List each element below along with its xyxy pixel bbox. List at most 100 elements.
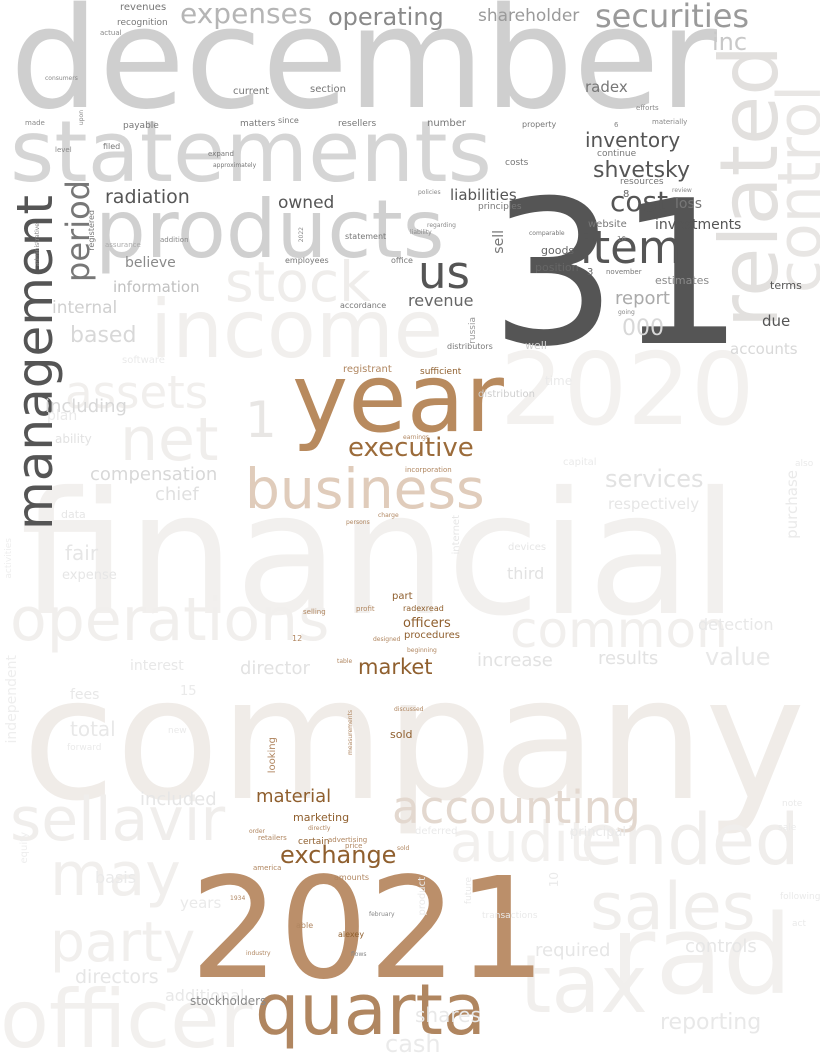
cloud-word: purchase: [783, 470, 801, 539]
cloud-word: administrative: [34, 223, 41, 267]
cloud-word: revenues: [120, 2, 167, 13]
cloud-word: estimates: [655, 274, 710, 287]
cloud-word: radex: [585, 78, 628, 96]
cloud-word: order: [249, 828, 265, 835]
cloud-word: assurance: [105, 241, 141, 249]
cloud-word: net: [120, 405, 219, 475]
cloud-word: november: [606, 268, 642, 276]
cloud-word: internet: [451, 515, 462, 555]
cloud-word: 000: [622, 316, 664, 341]
cloud-word: goods: [541, 244, 575, 257]
cloud-word: flows: [351, 951, 367, 958]
cloud-word: regarding: [427, 222, 456, 229]
cloud-word: 15: [180, 684, 197, 699]
cloud-word: following: [780, 892, 820, 902]
cloud-word: statements: [10, 103, 492, 202]
cloud-word: deferred: [415, 826, 458, 837]
cloud-word: resources: [620, 177, 664, 187]
cloud-word: resellers: [338, 119, 377, 129]
cloud-word: director: [240, 658, 310, 679]
cloud-word: increase: [477, 650, 553, 671]
cloud-word: 10: [547, 872, 561, 888]
cloud-word: america: [253, 864, 282, 872]
cloud-word: respectively: [608, 495, 700, 513]
cloud-word: well: [525, 339, 547, 352]
cloud-word: directors: [75, 966, 159, 988]
cloud-word: note: [782, 799, 803, 809]
cloud-word: income: [150, 283, 444, 376]
cloud-word: report: [615, 288, 670, 309]
cloud-word: plan: [47, 408, 78, 424]
cloud-word: based: [70, 323, 137, 348]
cloud-word: alexey: [338, 930, 365, 939]
cloud-word: 1934: [230, 895, 246, 902]
cloud-word: policies: [418, 189, 441, 196]
cloud-word: common: [510, 601, 728, 659]
cloud-word: retailers: [258, 834, 287, 842]
cloud-word: position: [535, 261, 579, 274]
cloud-word: transactions: [482, 911, 538, 921]
cloud-word: time: [545, 374, 573, 388]
cloud-word: sale: [778, 823, 797, 833]
cloud-word: radexread: [403, 604, 444, 613]
cloud-word: detection: [698, 615, 774, 634]
cloud-word: expense: [62, 568, 117, 583]
cloud-word: beginning: [407, 647, 437, 654]
cloud-word: discussed: [394, 706, 424, 713]
cloud-word: property: [522, 120, 557, 129]
cloud-word: products: [95, 183, 445, 276]
cloud-word: principles: [478, 202, 522, 212]
cloud-word: cost: [610, 185, 669, 218]
cloud-word: sell: [491, 230, 507, 254]
cloud-word: costs: [505, 158, 529, 168]
cloud-word: office: [391, 256, 413, 265]
cloud-word: shvetsky: [593, 158, 691, 183]
cloud-word: earnings: [403, 434, 429, 441]
cloud-word: measurements: [347, 710, 354, 755]
cloud-word: approximately: [213, 162, 257, 169]
cloud-word: market: [358, 655, 433, 679]
cloud-word: information: [113, 278, 200, 296]
cloud-word: consumers: [45, 75, 78, 82]
cloud-word: payable: [123, 121, 159, 131]
cloud-word: tax: [520, 938, 648, 1031]
cloud-word: sold: [390, 728, 413, 741]
cloud-word: devices: [508, 542, 547, 553]
cloud-word: revenue: [408, 291, 474, 310]
cloud-word: industry: [246, 950, 271, 957]
cloud-word: cash: [385, 1030, 441, 1058]
cloud-word: 8: [623, 189, 630, 200]
cloud-word: compensation: [90, 464, 218, 485]
cloud-word: control: [765, 85, 820, 293]
cloud-word: registrant: [343, 364, 392, 375]
cloud-word: review: [672, 187, 692, 194]
cloud-word: website: [588, 219, 627, 230]
cloud-word: material: [256, 786, 332, 807]
cloud-word: 3: [587, 267, 594, 278]
cloud-word: comparable: [529, 230, 565, 237]
cloud-word: registered: [87, 210, 96, 251]
cloud-word: operating: [328, 3, 444, 31]
cloud-word: company: [22, 641, 806, 839]
cloud-word: loss: [675, 196, 703, 212]
cloud-word: terms: [770, 279, 802, 292]
cloud-word: years: [180, 894, 222, 912]
cloud-word: ended: [580, 799, 800, 881]
cloud-word: expand: [208, 150, 234, 158]
cloud-word: price: [345, 842, 363, 850]
cloud-word: sufficient: [420, 367, 462, 377]
cloud-word: value: [705, 643, 771, 671]
cloud-word: act: [792, 919, 806, 929]
cloud-word: officer: [0, 973, 253, 1064]
cloud-word: also: [795, 459, 814, 469]
cloud-word: due: [762, 312, 791, 330]
cloud-word: may: [50, 840, 181, 910]
cloud-word: principal: [570, 825, 627, 840]
cloud-word: business: [245, 457, 485, 521]
cloud-word: forward: [67, 743, 102, 753]
cloud-word: since: [278, 116, 299, 125]
cloud-word: inc: [712, 28, 748, 56]
cloud-word: designed: [373, 636, 401, 643]
cloud-word: able: [296, 921, 314, 930]
